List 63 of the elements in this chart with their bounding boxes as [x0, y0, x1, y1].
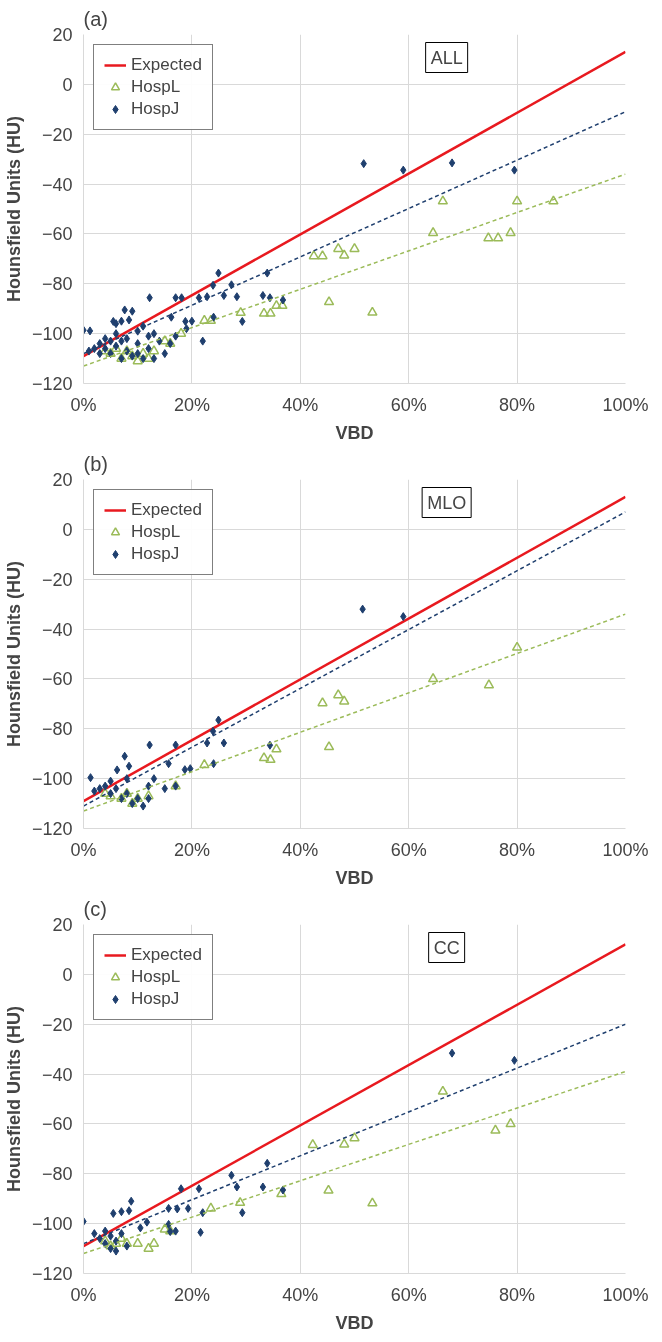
- legend-label: HospL: [131, 522, 181, 542]
- legend-label: HospL: [131, 77, 181, 97]
- legend-label: HospJ: [131, 544, 180, 564]
- x-tick-label: 60%: [390, 394, 427, 415]
- y-tick-label: −60: [41, 1114, 73, 1135]
- legend-label: HospJ: [131, 99, 180, 119]
- y-tick-label: −80: [41, 1164, 73, 1185]
- x-tick-label: 100%: [602, 839, 649, 860]
- x-tick-label: 0%: [70, 839, 97, 860]
- x-tick-label: 60%: [390, 1284, 427, 1305]
- x-axis-title: VBD: [335, 422, 374, 443]
- y-tick-label: 0: [62, 964, 73, 985]
- x-tick-label: 40%: [282, 1284, 319, 1305]
- x-tick-label: 80%: [499, 839, 536, 860]
- y-tick-label: −60: [41, 224, 73, 245]
- y-tick-label: 0: [62, 519, 73, 540]
- y-tick-label: −60: [41, 669, 73, 690]
- annotation: MLO: [427, 492, 467, 513]
- legend-label: HospL: [131, 967, 181, 987]
- y-tick-label: −100: [31, 1214, 73, 1235]
- y-axis-title: Hounsfield Units (HU): [3, 115, 24, 302]
- x-tick-label: 80%: [499, 1284, 536, 1305]
- y-tick-label: −40: [41, 1064, 73, 1085]
- y-tick-label: −120: [31, 1264, 73, 1284]
- x-tick-label: 60%: [390, 839, 427, 860]
- x-tick-label: 20%: [173, 1284, 210, 1305]
- y-tick-label: −20: [41, 569, 73, 590]
- y-tick-label: −100: [31, 769, 73, 790]
- legend-label: HospJ: [131, 989, 180, 1009]
- y-tick-label: 20: [52, 470, 73, 490]
- y-tick-label: −100: [31, 324, 73, 345]
- x-tick-label: 20%: [173, 839, 210, 860]
- y-tick-label: −40: [41, 174, 73, 195]
- x-tick-label: 40%: [282, 394, 319, 415]
- chart-title: (c): [83, 897, 107, 920]
- chart-title: (a): [83, 7, 108, 30]
- y-tick-label: −120: [31, 374, 73, 394]
- x-tick-label: 100%: [602, 394, 649, 415]
- legend-label: Expected: [131, 55, 202, 75]
- x-tick-label: 40%: [282, 839, 319, 860]
- x-axis-title: VBD: [335, 1312, 374, 1333]
- y-tick-label: −20: [41, 1014, 73, 1035]
- y-tick-label: −80: [41, 274, 73, 295]
- y-tick-label: −80: [41, 719, 73, 740]
- x-tick-label: 100%: [602, 1284, 649, 1305]
- x-tick-label: 0%: [70, 1284, 97, 1305]
- x-axis-title: VBD: [335, 867, 374, 888]
- annotation: CC: [433, 937, 460, 958]
- x-tick-label: 20%: [173, 394, 210, 415]
- legend-label: Expected: [131, 500, 202, 520]
- y-tick-label: −20: [41, 124, 73, 145]
- y-tick-label: 20: [52, 915, 73, 935]
- chart-title: (b): [83, 452, 108, 475]
- y-tick-label: −120: [31, 819, 73, 839]
- annotation: ALL: [430, 47, 463, 68]
- y-tick-label: 0: [62, 74, 73, 95]
- y-tick-label: 20: [52, 25, 73, 45]
- legend-label: Expected: [131, 945, 202, 965]
- x-tick-label: 80%: [499, 394, 536, 415]
- y-tick-label: −40: [41, 619, 73, 640]
- y-axis-title: Hounsfield Units (HU): [3, 560, 24, 747]
- y-axis-title: Hounsfield Units (HU): [3, 1005, 24, 1192]
- x-tick-label: 0%: [70, 394, 97, 415]
